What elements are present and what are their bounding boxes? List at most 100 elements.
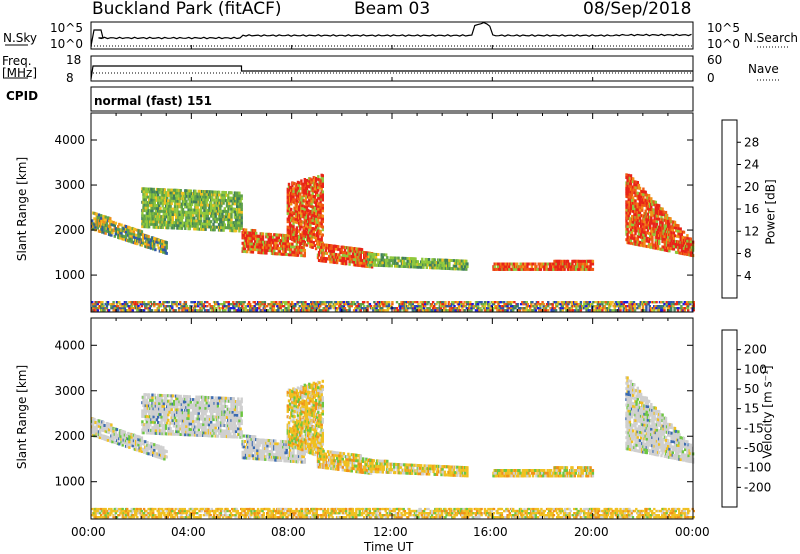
data-cell	[297, 221, 301, 225]
data-cell	[483, 305, 487, 308]
data-cell	[238, 194, 241, 198]
data-cell	[633, 201, 636, 205]
data-cell	[337, 258, 340, 262]
data-cell	[100, 214, 103, 218]
data-cell	[187, 224, 190, 228]
data-cell	[424, 305, 427, 308]
data-cell	[180, 307, 183, 310]
data-cell	[195, 214, 198, 217]
data-cell	[373, 301, 376, 304]
data-cell	[501, 265, 504, 269]
data-cell	[638, 227, 642, 231]
data-cell	[304, 197, 308, 201]
data-cell	[654, 246, 657, 250]
data-cell	[448, 258, 451, 262]
data-cell	[239, 199, 242, 203]
data-cell	[299, 216, 302, 220]
data-cell	[217, 303, 220, 306]
data-cell	[293, 217, 296, 221]
data-cell	[180, 218, 184, 222]
data-cell	[127, 309, 130, 312]
data-cell	[635, 221, 638, 225]
data-cell	[420, 265, 423, 269]
data-cell	[462, 267, 466, 271]
data-cell	[244, 307, 247, 310]
data-cell	[223, 303, 226, 306]
data-cell	[256, 301, 260, 304]
data-cell	[256, 307, 260, 310]
data-cell	[654, 211, 657, 215]
data-cell	[641, 230, 644, 234]
data-cell	[322, 254, 325, 258]
data-cell	[663, 307, 666, 310]
data-cell	[309, 242, 312, 246]
data-cell	[671, 303, 674, 306]
data-cell	[619, 309, 622, 312]
data-cell	[584, 267, 588, 271]
data-cell	[290, 248, 293, 251]
data-cell	[265, 251, 268, 255]
data-cell	[250, 239, 253, 243]
data-cell	[240, 202, 243, 206]
data-cell	[394, 259, 397, 263]
data-cell	[314, 177, 318, 180]
data-cell	[187, 227, 190, 231]
data-cell	[421, 303, 425, 306]
data-cell	[238, 229, 241, 233]
data-cell	[414, 262, 417, 266]
data-cell	[636, 307, 639, 310]
data-cell	[317, 188, 320, 192]
data-cell	[167, 191, 170, 195]
data-cell	[525, 267, 528, 271]
data-cell	[391, 303, 394, 306]
data-cell	[529, 307, 532, 310]
data-cell	[257, 237, 260, 241]
data-cell	[156, 243, 159, 247]
data-cell	[133, 303, 137, 306]
data-cell	[526, 262, 529, 266]
data-cell	[117, 225, 120, 229]
data-cell	[238, 207, 241, 211]
data-cell	[410, 257, 414, 261]
data-cell	[687, 250, 690, 254]
data-cell	[272, 301, 276, 304]
data-cell	[118, 301, 121, 304]
data-cell	[286, 309, 289, 312]
data-cell	[539, 267, 543, 271]
data-cell	[214, 212, 217, 216]
data-cell	[253, 240, 257, 243]
data-cell	[289, 309, 293, 312]
data-cell	[172, 191, 176, 195]
data-cell	[669, 217, 672, 221]
data-cell	[567, 303, 570, 306]
data-cell	[378, 309, 382, 312]
data-cell	[510, 301, 514, 304]
data-cell	[203, 309, 207, 312]
data-cell	[115, 303, 119, 306]
data-cell	[227, 199, 230, 203]
data-cell	[442, 303, 445, 306]
data-cell	[230, 196, 233, 200]
data-cell	[293, 198, 296, 202]
data-cell	[186, 307, 190, 310]
data-cell	[645, 220, 648, 224]
data-cell	[652, 208, 655, 212]
data-cell	[538, 309, 541, 312]
data-cell	[202, 307, 206, 310]
data-cell	[172, 226, 176, 230]
data-cell	[295, 202, 299, 205]
data-cell	[302, 305, 305, 308]
data-cell	[152, 187, 155, 191]
data-cell	[534, 309, 537, 312]
data-cell	[301, 196, 304, 200]
data-cell	[386, 256, 389, 260]
data-cell	[253, 248, 257, 252]
data-cell	[451, 307, 454, 310]
data-cell	[256, 242, 259, 246]
data-cell	[626, 233, 629, 236]
data-cell	[646, 204, 650, 208]
data-cell	[375, 263, 379, 267]
data-cell	[177, 309, 181, 312]
data-cell	[171, 307, 174, 310]
data-cell	[162, 309, 165, 312]
